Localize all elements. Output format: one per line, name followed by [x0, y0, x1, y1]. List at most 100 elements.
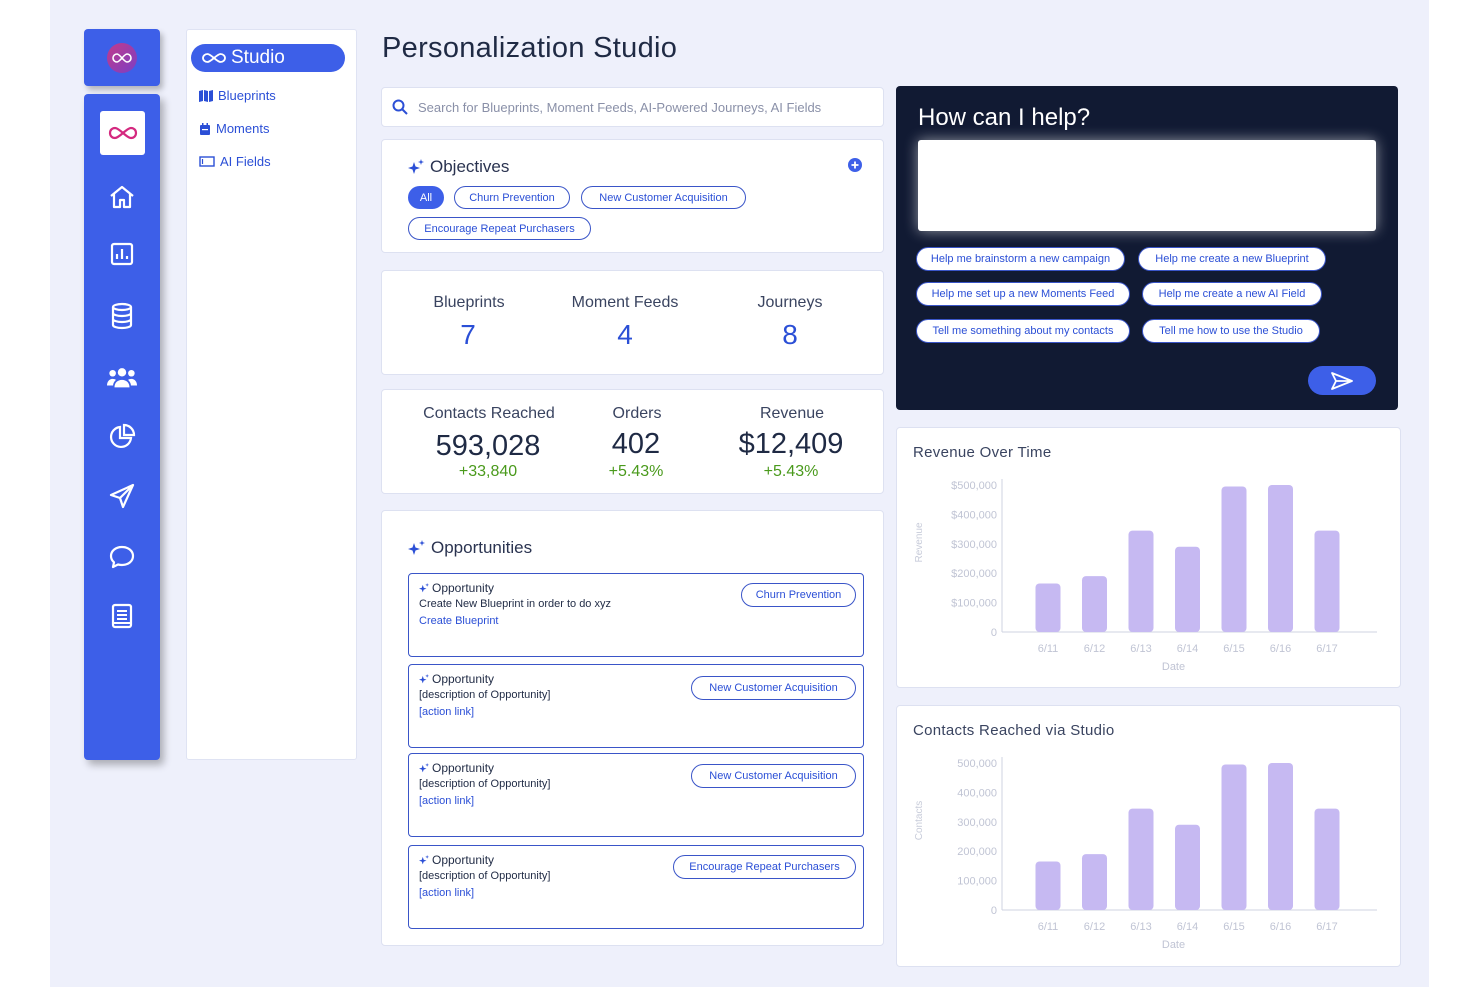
nav-item-moments[interactable]: Moments: [199, 121, 269, 136]
objective-chip-churn[interactable]: Churn Prevention: [454, 186, 570, 209]
send-arrow-icon: [1331, 371, 1353, 390]
blueprints-count-label: Blueprints: [433, 294, 505, 311]
add-objective-icon[interactable]: [848, 158, 862, 172]
opportunity-item[interactable]: Opportunity [description of Opportunity]…: [408, 753, 864, 837]
sparkle-icon: [419, 583, 429, 593]
nav-item-blueprints[interactable]: Blueprints: [199, 88, 276, 103]
journeys-count-label: Journeys: [757, 294, 823, 311]
objective-chip-repeat[interactable]: Encourage Repeat Purchasers: [408, 217, 591, 240]
y-axis-label: Revenue: [914, 522, 925, 562]
counts-card: Blueprints 7 Moment Feeds 4 Journeys 8: [381, 270, 884, 375]
x-tick-label: 6/14: [1177, 643, 1198, 655]
opportunity-description: [description of Opportunity]: [419, 689, 551, 701]
suggestion-chip[interactable]: Help me create a new AI Field: [1142, 282, 1322, 306]
opportunities-title: Opportunities: [431, 538, 533, 557]
rail-segments-button[interactable]: [107, 422, 137, 452]
suggestion-chip[interactable]: Tell me something about my contacts: [916, 319, 1130, 343]
x-tick-label: 6/17: [1316, 643, 1337, 655]
nav-item-label: Moments: [216, 121, 270, 136]
opportunity-tag[interactable]: Churn Prevention: [741, 583, 856, 607]
y-tick-label: $200,000: [951, 568, 997, 580]
opportunity-item[interactable]: Opportunity [description of Opportunity]…: [408, 845, 864, 929]
rail-docs-button[interactable]: [107, 601, 137, 631]
rail-audience-button[interactable]: [107, 362, 137, 392]
search-bar[interactable]: Search for Blueprints, Moment Feeds, AI-…: [381, 87, 884, 127]
rail-reports-button[interactable]: [107, 239, 137, 269]
y-tick-label: 400,000: [957, 787, 997, 799]
x-tick-label: 6/15: [1223, 643, 1244, 655]
revenue-delta: +5.43%: [763, 463, 819, 480]
studio-icon: [108, 126, 137, 140]
brand-logo-button[interactable]: [84, 29, 160, 86]
bar: [1082, 576, 1107, 632]
nav-item-ai-fields[interactable]: AI Fields: [199, 154, 271, 169]
studio-icon: [202, 53, 226, 63]
opportunity-heading-text: Opportunity: [432, 672, 495, 686]
bar: [1128, 530, 1154, 632]
home-icon: [110, 185, 134, 209]
x-axis-label: Date: [1162, 661, 1185, 673]
brand-logo-icon: [107, 42, 137, 73]
moments-count[interactable]: 4: [617, 319, 633, 350]
rail-home-button[interactable]: [107, 182, 137, 212]
x-tick-label: 6/16: [1270, 921, 1291, 933]
opportunity-item[interactable]: Opportunity Create New Blueprint in orde…: [408, 573, 864, 657]
y-tick-label: $300,000: [951, 539, 997, 551]
opportunity-item[interactable]: Opportunity [description of Opportunity]…: [408, 664, 864, 748]
send-prompt-button[interactable]: [1308, 366, 1376, 395]
bar: [1314, 530, 1340, 632]
field-box-icon: [199, 156, 215, 167]
rail-campaigns-button[interactable]: [107, 481, 137, 511]
rail-studio-button[interactable]: [100, 111, 145, 155]
moments-count-label: Moment Feeds: [571, 294, 679, 311]
x-tick-label: 6/14: [1177, 921, 1198, 933]
bar: [1035, 583, 1061, 632]
opportunity-action-link[interactable]: [action link]: [419, 706, 475, 718]
assistant-prompt-input[interactable]: [918, 140, 1376, 231]
revenue-label: Revenue: [759, 405, 825, 422]
x-tick-label: 6/11: [1038, 643, 1059, 655]
suggestion-chip[interactable]: Help me set up a new Moments Feed: [916, 282, 1130, 306]
rail-messages-button[interactable]: [107, 542, 137, 572]
nav-studio-button[interactable]: Studio: [191, 44, 345, 72]
suggestion-chip[interactable]: Help me create a new Blueprint: [1138, 247, 1326, 271]
suggestion-chip[interactable]: Tell me how to use the Studio: [1142, 319, 1320, 343]
revenue-chart: 0 $100,000 $200,000 $300,000 $400,000 $500,00…: [914, 479, 1377, 673]
opportunity-tag[interactable]: New Customer Acquisition: [691, 764, 856, 788]
icon-rail: [84, 94, 160, 760]
revenue-value: $12,409: [738, 428, 844, 460]
opportunities-card: Opportunities Opportunity Create New Blu…: [381, 510, 884, 946]
blueprints-count[interactable]: 7: [460, 319, 476, 350]
objective-chip-all[interactable]: All: [408, 186, 444, 209]
rail-data-button[interactable]: [107, 301, 137, 331]
orders-value: 402: [611, 428, 661, 460]
pie-chart-icon: [109, 423, 136, 449]
opportunity-action-link[interactable]: Create Blueprint: [419, 615, 499, 627]
opportunity-description: Create New Blueprint in order to do xyz: [419, 598, 611, 610]
opportunity-action-link[interactable]: [action link]: [419, 795, 475, 807]
journeys-count[interactable]: 8: [782, 319, 798, 350]
y-tick-label: 300,000: [957, 817, 997, 829]
opportunity-tag[interactable]: New Customer Acquisition: [691, 676, 856, 700]
objectives-card: Objectives All Churn Prevention New Cust…: [381, 139, 884, 253]
x-tick-label: 6/13: [1130, 921, 1151, 933]
objective-chip-acquisition[interactable]: New Customer Acquisition: [581, 186, 746, 209]
search-input[interactable]: Search for Blueprints, Moment Feeds, AI-…: [418, 99, 822, 115]
opportunities-header: Opportunities: [408, 538, 532, 558]
opportunity-heading-text: Opportunity: [432, 761, 495, 775]
sparkle-icon: [408, 540, 425, 555]
opportunity-action-link[interactable]: [action link]: [419, 887, 475, 899]
y-tick-label: 200,000: [957, 846, 997, 858]
x-tick-label: 6/12: [1084, 643, 1105, 655]
contacts-reached-label: Contacts Reached: [423, 405, 555, 422]
opportunity-tag[interactable]: Encourage Repeat Purchasers: [673, 855, 856, 879]
send-icon: [109, 483, 135, 509]
contacts-chart-card: Contacts Reached via Studio 0 100,000 200,…: [896, 705, 1401, 967]
calendar-icon: [200, 122, 210, 135]
bar: [1314, 808, 1340, 910]
contacts-chart: 0 100,000 200,000 300,000 400,000 500,000 6/11…: [914, 757, 1377, 951]
contacts-reached-delta: +33,840: [458, 463, 518, 480]
suggestion-chip[interactable]: Help me brainstorm a new campaign: [916, 247, 1125, 271]
opportunity-heading-text: Opportunity: [432, 581, 495, 595]
sparkle-icon: [419, 763, 429, 773]
